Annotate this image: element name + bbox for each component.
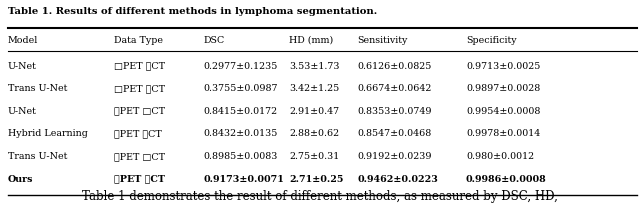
- Text: 3.53±1.73: 3.53±1.73: [289, 62, 340, 71]
- Text: Ours: Ours: [8, 175, 33, 184]
- Text: □PET ☑CT: □PET ☑CT: [114, 62, 165, 71]
- Text: 0.8353±0.0749: 0.8353±0.0749: [357, 107, 431, 116]
- Text: 0.3755±0.0987: 0.3755±0.0987: [204, 84, 278, 93]
- Text: 0.9986±0.0008: 0.9986±0.0008: [466, 175, 547, 184]
- Text: Model: Model: [8, 36, 38, 45]
- Text: Specificity: Specificity: [466, 36, 516, 45]
- Text: 0.9897±0.0028: 0.9897±0.0028: [466, 84, 540, 93]
- Text: 0.8985±0.0083: 0.8985±0.0083: [204, 152, 278, 161]
- Text: Sensitivity: Sensitivity: [357, 36, 408, 45]
- Text: ☑PET ☑CT: ☑PET ☑CT: [114, 175, 165, 184]
- Text: Trans U-Net: Trans U-Net: [8, 84, 67, 93]
- Text: 0.8415±0.0172: 0.8415±0.0172: [204, 107, 278, 116]
- Text: ☑PET □CT: ☑PET □CT: [114, 152, 165, 161]
- Text: 2.71±0.25: 2.71±0.25: [289, 175, 344, 184]
- Text: Table 1. Results of different methods in lymphoma segmentation.: Table 1. Results of different methods in…: [8, 7, 377, 16]
- Text: ☑PET □CT: ☑PET □CT: [114, 107, 165, 116]
- Text: 0.2977±0.1235: 0.2977±0.1235: [204, 62, 278, 71]
- Text: 0.9462±0.0223: 0.9462±0.0223: [357, 175, 438, 184]
- Text: 0.8432±0.0135: 0.8432±0.0135: [204, 129, 278, 138]
- Text: HD (mm): HD (mm): [289, 36, 333, 45]
- Text: 2.75±0.31: 2.75±0.31: [289, 152, 340, 161]
- Text: 2.88±0.62: 2.88±0.62: [289, 129, 339, 138]
- Text: □PET ☑CT: □PET ☑CT: [114, 84, 165, 93]
- Text: 0.9954±0.0008: 0.9954±0.0008: [466, 107, 540, 116]
- Text: U-Net: U-Net: [8, 107, 36, 116]
- Text: Hybrid Learning: Hybrid Learning: [8, 129, 88, 138]
- Text: ☑PET ☑CT: ☑PET ☑CT: [114, 129, 162, 138]
- Text: U-Net: U-Net: [8, 62, 36, 71]
- Text: 0.8547±0.0468: 0.8547±0.0468: [357, 129, 431, 138]
- Text: DSC: DSC: [204, 36, 225, 45]
- Text: 0.9173±0.0071: 0.9173±0.0071: [204, 175, 284, 184]
- Text: 0.9192±0.0239: 0.9192±0.0239: [357, 152, 431, 161]
- Text: 0.9978±0.0014: 0.9978±0.0014: [466, 129, 540, 138]
- Text: 2.91±0.47: 2.91±0.47: [289, 107, 339, 116]
- Text: Data Type: Data Type: [114, 36, 163, 45]
- Text: 3.42±1.25: 3.42±1.25: [289, 84, 340, 93]
- Text: 0.9713±0.0025: 0.9713±0.0025: [466, 62, 540, 71]
- Text: 0.6126±0.0825: 0.6126±0.0825: [357, 62, 431, 71]
- Text: 0.6674±0.0642: 0.6674±0.0642: [357, 84, 431, 93]
- Text: Trans U-Net: Trans U-Net: [8, 152, 67, 161]
- Text: 0.980±0.0012: 0.980±0.0012: [466, 152, 534, 161]
- Text: Table 1 demonstrates the result of different methods, as measured by DSC, HD,: Table 1 demonstrates the result of diffe…: [82, 190, 558, 203]
